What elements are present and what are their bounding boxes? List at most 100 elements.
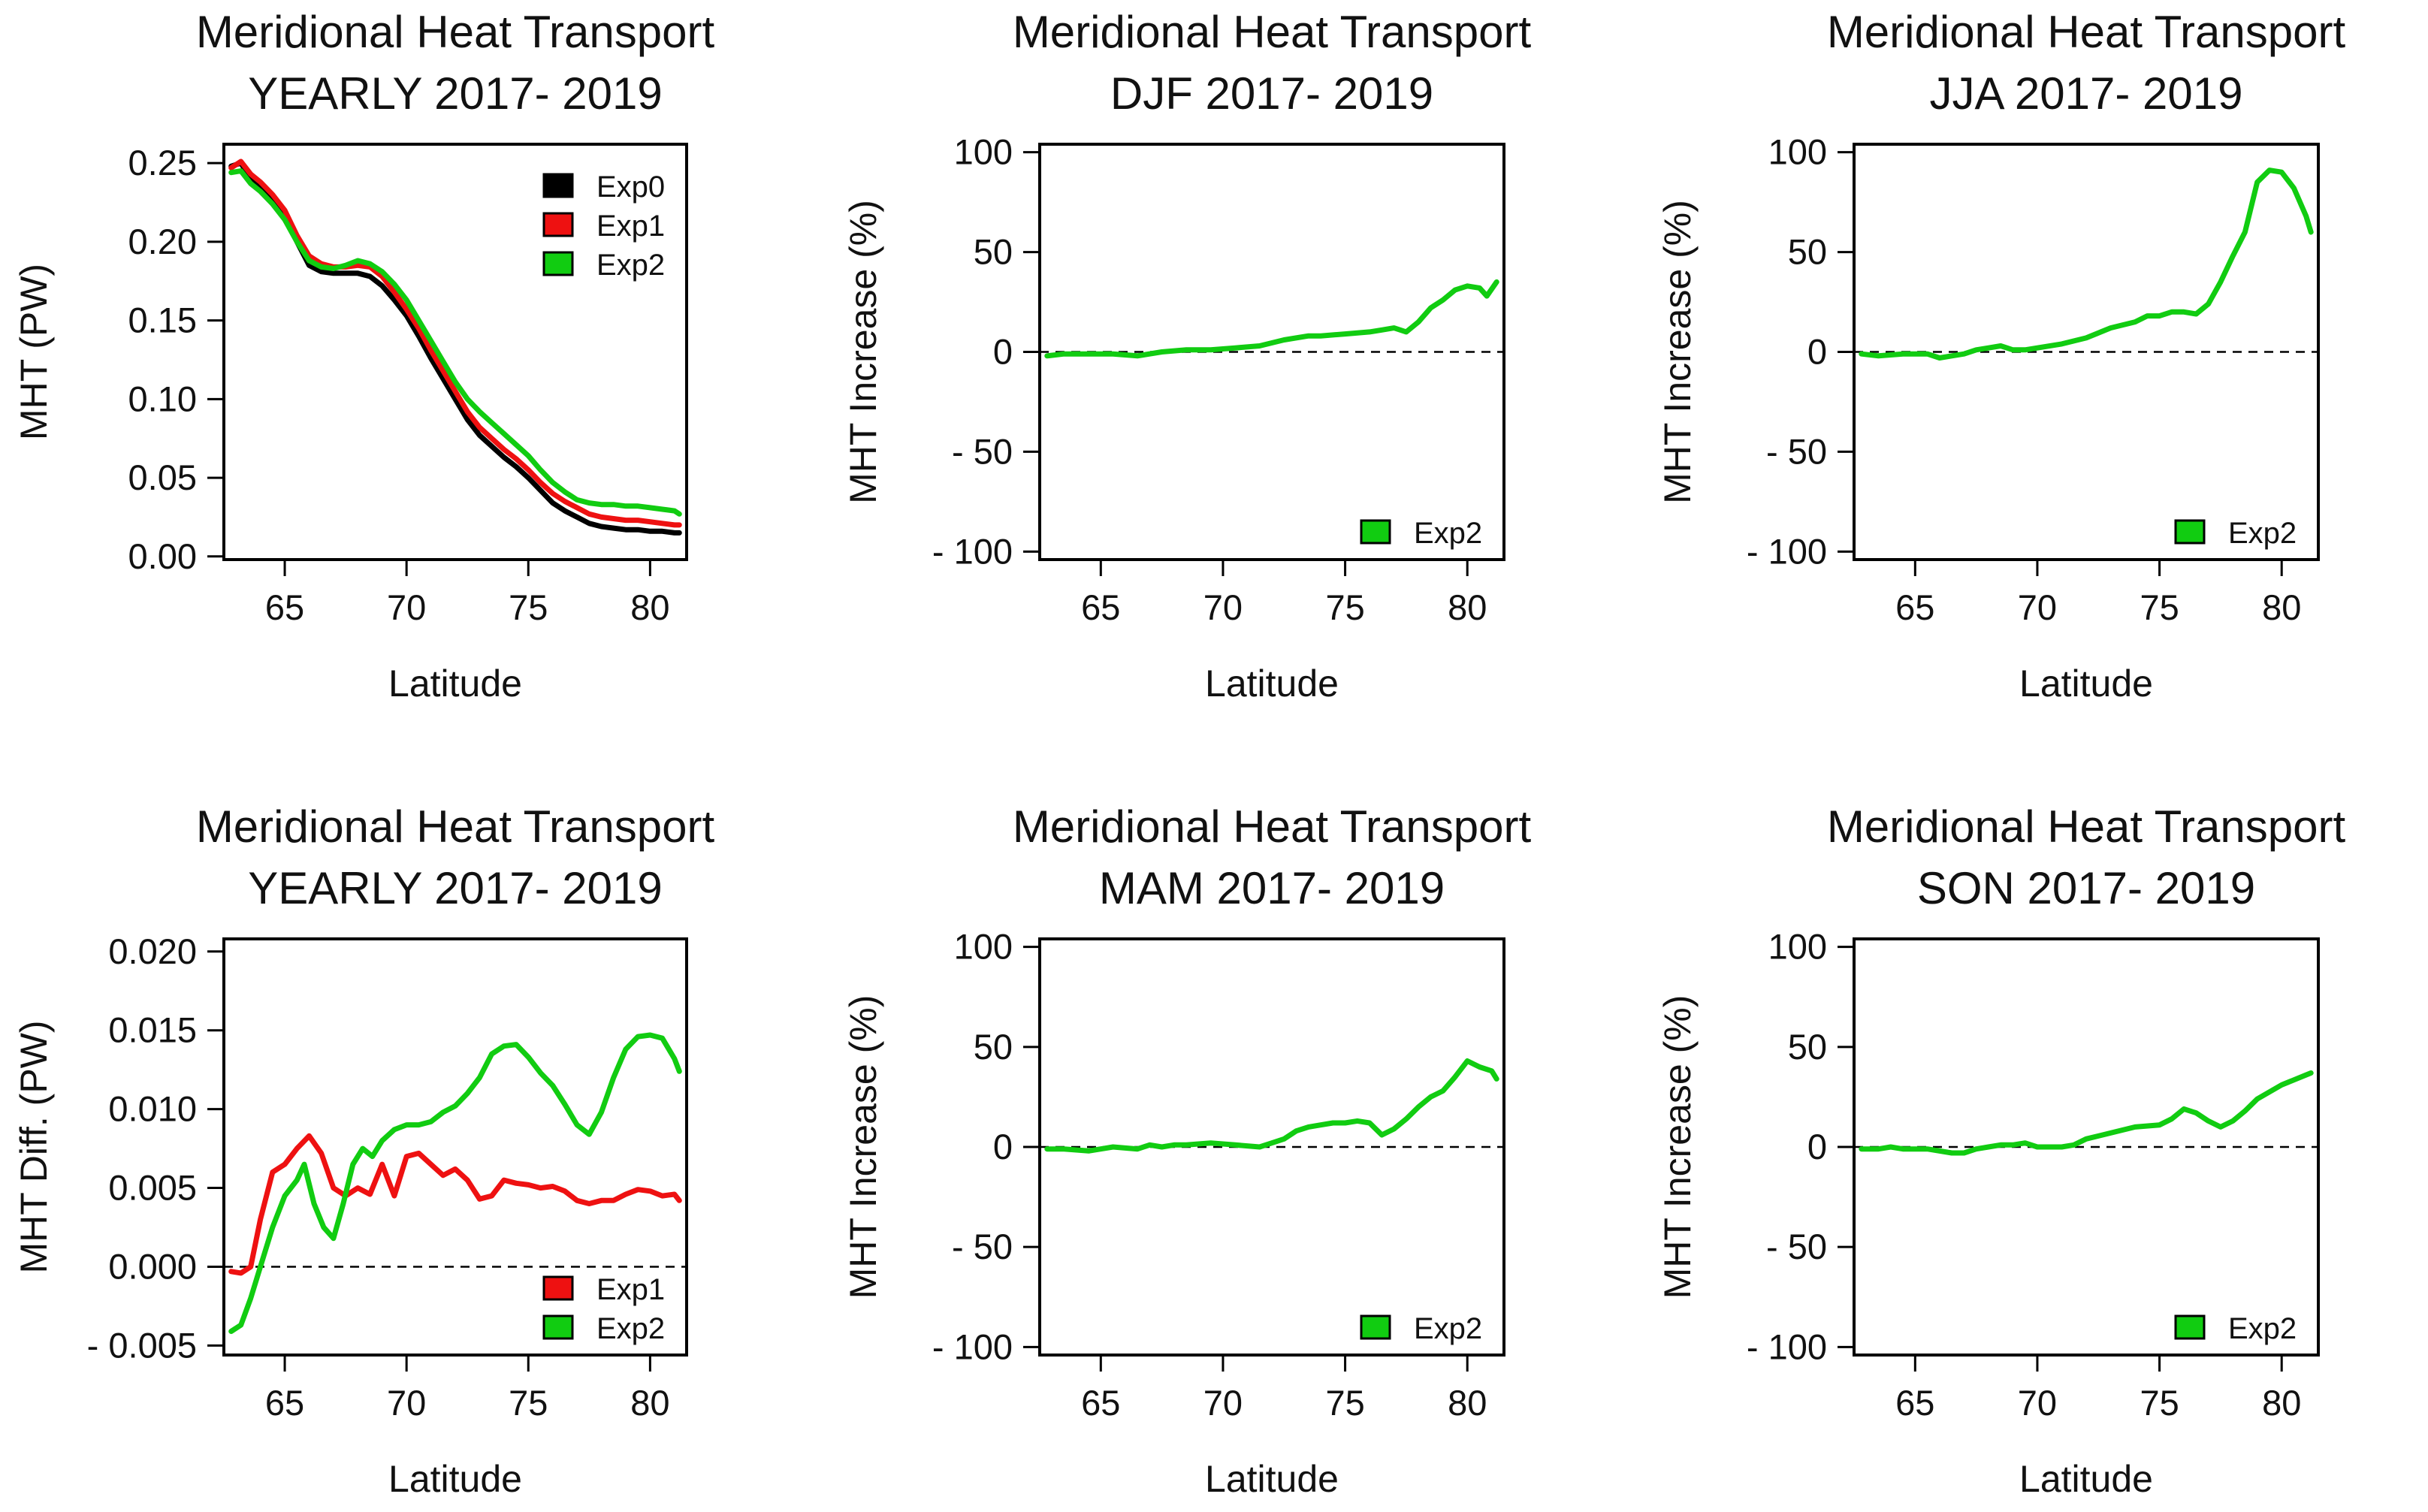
series-line-exp2: [1044, 279, 1499, 359]
x-tick-label: 65: [265, 587, 304, 627]
y-tick-label: - 0.005: [87, 1325, 197, 1365]
chart-title-line: Meridional Heat Transport: [1827, 801, 2346, 852]
legend-swatch-exp2: [1360, 519, 1391, 545]
legend-swatch-exp2: [542, 1314, 574, 1340]
legend-label: Exp1: [596, 210, 665, 243]
legend-swatch-exp1: [542, 212, 574, 237]
legend-label: Exp0: [596, 171, 665, 204]
panel-6: Meridional Heat Transport SON 2017- 2019 6…: [1656, 801, 2345, 1500]
y-tick-label: 50: [1788, 232, 1827, 272]
series-line-exp2: [1044, 1058, 1499, 1154]
x-axis-label: Latitude: [388, 1458, 522, 1500]
x-tick-label: 70: [387, 587, 426, 627]
x-axis-label: Latitude: [2019, 662, 2153, 705]
x-tick-label: 65: [1081, 1383, 1120, 1423]
y-tick-label: - 100: [1747, 531, 1827, 571]
chart-title-line: MAM 2017- 2019: [1099, 863, 1445, 913]
y-tick-label: - 50: [1766, 1227, 1827, 1266]
y-tick-label: 100: [1768, 927, 1827, 967]
x-tick-label: 75: [2140, 1383, 2179, 1423]
legend-swatch-exp2: [2174, 519, 2206, 545]
x-tick-label: 80: [1448, 587, 1487, 627]
x-tick-label: 65: [1895, 587, 1934, 627]
y-tick-label: 0.15: [128, 300, 197, 340]
y-tick-label: - 100: [1747, 1326, 1827, 1366]
y-axis-label: MHT Increase (%): [1656, 995, 1699, 1299]
y-tick-label: 0.20: [128, 222, 197, 261]
y-tick-label: 0: [993, 332, 1013, 372]
x-tick-label: 75: [509, 1383, 548, 1423]
x-tick-label: 65: [1081, 587, 1120, 627]
panel-2: Meridional Heat Transport DJF 2017- 2019 6…: [842, 7, 1531, 705]
panel-5: Meridional Heat Transport MAM 2017- 2019 6…: [842, 801, 1531, 1500]
x-tick-label: 80: [630, 1383, 669, 1423]
y-tick-label: - 100: [932, 1326, 1013, 1366]
x-tick-label: 75: [1325, 1383, 1364, 1423]
y-tick-label: 0.25: [128, 143, 197, 183]
series-line-exp1: [228, 158, 682, 528]
plot-frame: [222, 937, 688, 1357]
panel-3: Meridional Heat Transport JJA 2017- 2019 6…: [1656, 7, 2345, 705]
series-line-exp2: [228, 168, 682, 517]
x-tick-label: 75: [2140, 587, 2179, 627]
legend-swatch-exp0: [542, 173, 574, 198]
y-tick-label: 100: [1768, 132, 1827, 172]
legend-label: Exp2: [596, 1312, 665, 1345]
y-tick-label: 100: [954, 927, 1013, 967]
legend-swatch-exp2: [1360, 1314, 1391, 1340]
chart-title-line: JJA 2017- 2019: [1930, 68, 2243, 119]
series-line-exp2: [228, 1032, 682, 1334]
x-tick-label: 75: [1325, 587, 1364, 627]
x-tick-label: 65: [1895, 1383, 1934, 1423]
x-tick-label: 70: [2018, 587, 2057, 627]
x-tick-label: 80: [2262, 587, 2301, 627]
x-tick-label: 70: [1203, 587, 1243, 627]
chart-title-line: Meridional Heat Transport: [196, 7, 715, 57]
x-tick-label: 65: [265, 1383, 304, 1423]
x-tick-label: 70: [387, 1383, 426, 1423]
series-line-exp2: [1859, 1070, 2314, 1156]
chart-title-line: Meridional Heat Transport: [1013, 7, 1532, 57]
y-axis-label: MHT Increase (%): [1656, 200, 1699, 504]
chart-title-line: YEARLY 2017- 2019: [248, 863, 663, 913]
x-axis-label: Latitude: [2019, 1458, 2153, 1500]
legend-label: Exp2: [2228, 517, 2297, 550]
chart-title-line: DJF 2017- 2019: [1110, 68, 1433, 119]
x-tick-label: 80: [1448, 1383, 1487, 1423]
y-axis-label: MHT Increase (%): [842, 200, 884, 504]
series-line-exp2: [1859, 167, 2314, 361]
legend-swatch-exp2: [542, 251, 574, 276]
legend-label: Exp1: [596, 1273, 665, 1306]
legend-label: Exp2: [1414, 1312, 1482, 1345]
panel-4: Meridional Heat Transport YEARLY 2017- 20…: [13, 801, 714, 1500]
x-tick-label: 70: [1203, 1383, 1243, 1423]
panel-1: Meridional Heat Transport YEARLY 2017- 20…: [13, 7, 714, 705]
x-tick-label: 75: [509, 587, 548, 627]
legend-swatch-exp2: [2174, 1314, 2206, 1340]
x-axis-label: Latitude: [1205, 662, 1339, 705]
y-tick-label: 100: [954, 132, 1013, 172]
legend-swatch-exp1: [542, 1275, 574, 1301]
series-line-exp1: [228, 1133, 682, 1276]
x-tick-label: 70: [2018, 1383, 2057, 1423]
y-tick-label: 0.05: [128, 457, 197, 497]
x-axis-label: Latitude: [1205, 1458, 1339, 1500]
x-tick-label: 80: [2262, 1383, 2301, 1423]
y-tick-label: 0: [1807, 1127, 1827, 1166]
legend-label: Exp2: [596, 249, 665, 282]
y-tick-label: 0.020: [108, 931, 197, 971]
y-tick-label: 0.005: [108, 1168, 197, 1208]
chart-title-line: Meridional Heat Transport: [1827, 7, 2346, 57]
chart-title-line: SON 2017- 2019: [1917, 863, 2255, 913]
plot-frame: [222, 143, 688, 561]
y-tick-label: 50: [974, 232, 1013, 272]
legend-label: Exp2: [1414, 517, 1482, 550]
y-tick-label: 0.10: [128, 379, 197, 418]
y-tick-label: 50: [1788, 1027, 1827, 1067]
y-tick-label: - 50: [952, 1227, 1013, 1266]
y-tick-label: - 50: [1766, 431, 1827, 471]
x-axis-label: Latitude: [388, 662, 522, 705]
y-axis-label: MHT Increase (%): [842, 995, 884, 1299]
y-axis-label: MHT Diff. (PW): [13, 1020, 55, 1273]
